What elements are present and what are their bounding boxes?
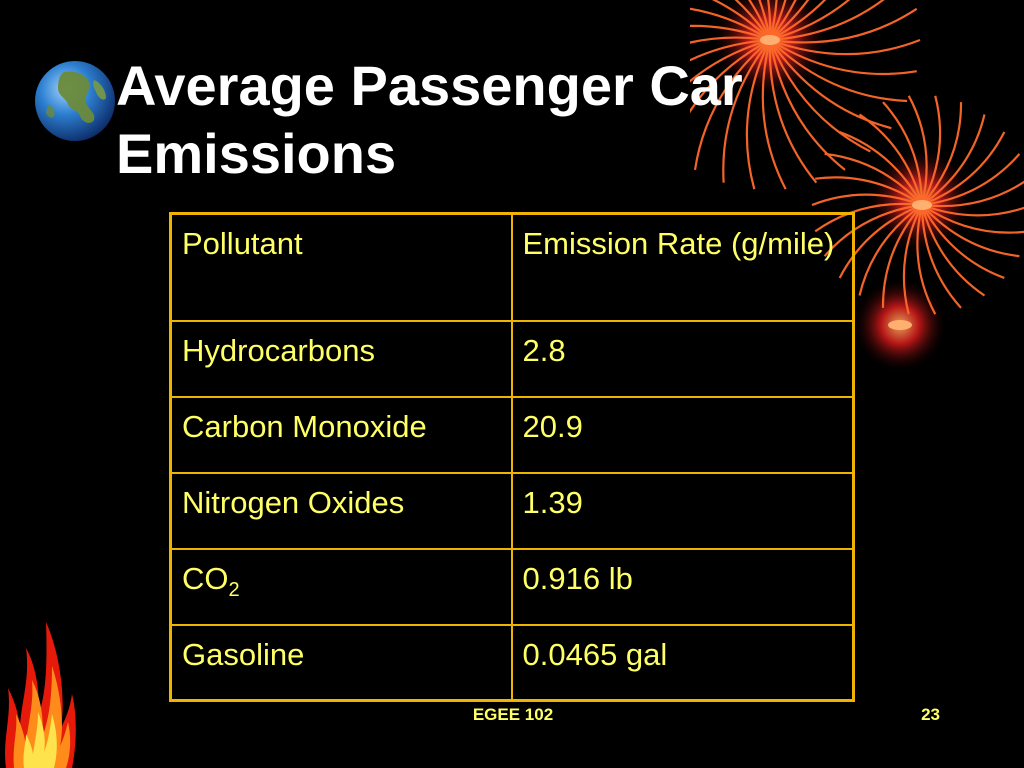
- firework-ray: [920, 204, 962, 309]
- firework-ray: [769, 38, 921, 56]
- pollutant-co2-base: CO: [182, 560, 229, 596]
- firework-ray: [769, 0, 810, 41]
- firework-ray: [734, 0, 771, 41]
- firework-ray: [768, 0, 778, 41]
- firework-ray: [839, 131, 923, 206]
- rate-cell: 1.39: [510, 471, 855, 550]
- firework-ray: [815, 176, 923, 206]
- footer-page-number: 23: [921, 705, 940, 724]
- header-pollutant: Pollutant: [169, 212, 513, 322]
- rate-cell: 2.8: [510, 319, 855, 398]
- table-row: Gasoline 0.0465 gal: [169, 623, 855, 702]
- firework-ray: [768, 39, 871, 153]
- emissions-table-container: Pollutant Emission Rate (g/mile) Hydroca…: [169, 212, 855, 702]
- firework-ray: [921, 114, 986, 206]
- firework-ray: [748, 0, 772, 41]
- pollutant-co2-subscript: 2: [228, 578, 240, 601]
- firework-ray: [921, 102, 963, 206]
- firework-ray: [690, 7, 771, 41]
- table-row: Carbon Monoxide 20.9: [169, 395, 855, 474]
- firework-ray: [921, 203, 1024, 217]
- firework-ray: [769, 0, 797, 41]
- firework-ray: [921, 204, 1020, 258]
- firework-ray: [921, 180, 1024, 208]
- firework-ray: [824, 152, 923, 206]
- firework-ray: [921, 204, 1024, 234]
- firework-ray: [858, 113, 924, 206]
- table-row: CO2 0.916 lb: [169, 547, 855, 626]
- table-row: Nitrogen Oxides 1.39: [169, 471, 855, 550]
- firework-ray: [769, 39, 908, 103]
- pollutant-cell: Hydrocarbons: [169, 319, 513, 398]
- firework-ray: [693, 39, 771, 171]
- firework-ray: [769, 0, 827, 41]
- firework-ray: [769, 39, 917, 76]
- firework-ray: [711, 0, 771, 41]
- firework-ray: [907, 95, 928, 206]
- firework-ray: [745, 39, 771, 190]
- firework-ray: [916, 204, 937, 315]
- firework-ray: [858, 204, 923, 296]
- table-header-row: Pollutant Emission Rate (g/mile): [169, 212, 855, 322]
- rate-cell: 0.0465 gal: [510, 623, 855, 702]
- firework-ray: [881, 204, 923, 308]
- firework-ray: [902, 204, 923, 315]
- firework-ray: [882, 101, 924, 206]
- firework-ray: [722, 39, 771, 183]
- firework-ray: [811, 193, 923, 207]
- firework-ray: [769, 0, 787, 41]
- slide-title: Average Passenger Car Emissions: [116, 52, 743, 188]
- firework-ray: [769, 0, 851, 42]
- globe-icon: [35, 61, 115, 141]
- firework-ray: [921, 204, 1005, 279]
- table-row: Hydrocarbons 2.8: [169, 319, 855, 398]
- pollutant-cell: CO2: [169, 547, 513, 626]
- title-line-1: Average Passenger Car: [116, 54, 743, 117]
- rate-cell: 0.916 lb: [510, 547, 855, 626]
- pollutant-cell: Nitrogen Oxides: [169, 471, 513, 550]
- title-line-2: Emissions: [116, 122, 397, 185]
- firework-ray: [921, 153, 1021, 207]
- firework-ray: [690, 38, 771, 83]
- firework-ray: [690, 38, 771, 62]
- emissions-table: Pollutant Emission Rate (g/mile) Hydroca…: [169, 212, 855, 702]
- footer-course: EGEE 102: [472, 705, 554, 724]
- firework-ray: [921, 95, 942, 206]
- firework-ray: [690, 24, 771, 42]
- firework-ray: [920, 204, 986, 297]
- firework-ray: [690, 36, 771, 44]
- fireworks-decoration: [690, 0, 1024, 373]
- firework-ray: [769, 39, 892, 130]
- rate-cell: 20.9: [510, 395, 855, 474]
- firework-ray: [761, 39, 787, 190]
- pollutant-cell: Gasoline: [169, 623, 513, 702]
- pollutant-cell: Carbon Monoxide: [169, 395, 513, 474]
- firework-ray: [690, 39, 771, 114]
- firework-ray: [767, 0, 772, 41]
- firework-ray: [768, 39, 846, 171]
- firework-ray: [768, 39, 818, 184]
- firework-ray: [769, 7, 918, 44]
- firework-ray: [769, 0, 885, 42]
- firework-ray: [758, 0, 772, 41]
- header-emission-rate: Emission Rate (g/mile): [510, 212, 855, 322]
- firework-ray: [921, 131, 1006, 207]
- flames-decoration: [5, 622, 76, 768]
